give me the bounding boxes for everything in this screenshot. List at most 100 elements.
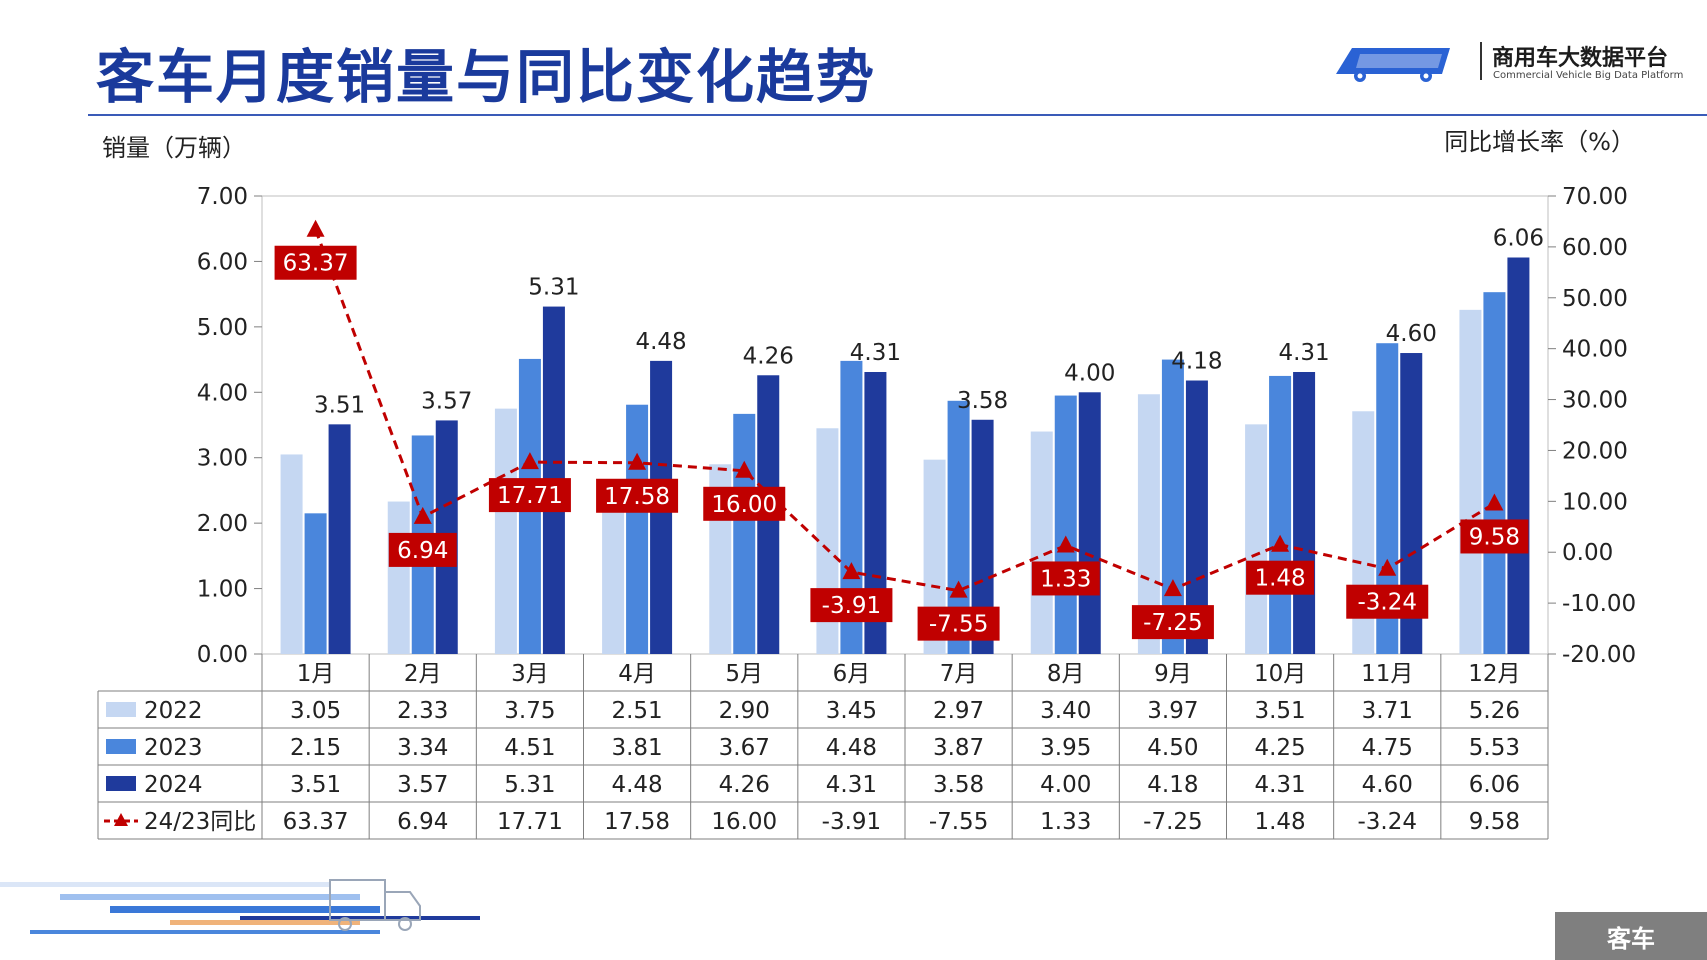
y2-tick-label: 70.00 bbox=[1562, 184, 1628, 210]
legend-label: 24/23同比 bbox=[144, 809, 256, 835]
table-cell: 2.15 bbox=[290, 735, 341, 761]
table-cell: 4.18 bbox=[1147, 772, 1198, 798]
yoy-marker bbox=[306, 219, 325, 237]
bar-value-label: 4.31 bbox=[1278, 340, 1329, 366]
table-header-cell: 9月 bbox=[1154, 661, 1192, 687]
bar-2023 bbox=[304, 513, 327, 654]
yoy-label-text: 1.48 bbox=[1254, 566, 1305, 592]
yoy-label-bg bbox=[274, 245, 357, 280]
bar-value-label: 4.00 bbox=[1064, 360, 1115, 386]
table-cell: 3.71 bbox=[1362, 698, 1413, 724]
bar-value-label: 4.48 bbox=[635, 329, 686, 355]
yoy-label-bg bbox=[1346, 584, 1429, 619]
yoy-label-box: 16.00 bbox=[703, 486, 786, 521]
table-cell: 5.53 bbox=[1469, 735, 1520, 761]
yoy-label-text: 1.33 bbox=[1040, 566, 1091, 592]
yoy-label-text: -3.24 bbox=[1357, 590, 1417, 616]
legend-swatch bbox=[106, 776, 136, 791]
table-header-cell: 6月 bbox=[833, 661, 871, 687]
table-cell: 63.37 bbox=[283, 809, 349, 835]
bar-2024 bbox=[328, 424, 351, 654]
legend-swatch bbox=[106, 702, 136, 717]
yoy-label-box: -3.24 bbox=[1346, 584, 1429, 619]
legend-label: 2024 bbox=[144, 772, 203, 798]
table-cell: 3.97 bbox=[1147, 698, 1198, 724]
y-tick-label: 2.00 bbox=[197, 511, 248, 537]
title-divider bbox=[88, 114, 1707, 116]
table-cell: 3.45 bbox=[826, 698, 877, 724]
y-tick-label: 1.00 bbox=[197, 577, 248, 603]
bar-2023 bbox=[1269, 375, 1292, 654]
yoy-label-bg bbox=[1131, 605, 1214, 640]
bar-2022 bbox=[1459, 309, 1482, 654]
table-cell: 1.33 bbox=[1040, 809, 1091, 835]
bar-2023 bbox=[1161, 359, 1184, 654]
data-labels-group: 3.51 3.57 5.31 4.48 4.26 4.31 3.58 4.00 4.18 4.31… bbox=[274, 226, 1544, 641]
bar-value-label: 5.31 bbox=[528, 275, 579, 301]
legend-marker bbox=[114, 813, 128, 826]
y-tick-label: 7.00 bbox=[197, 184, 248, 210]
yoy-label-box: 17.71 bbox=[488, 478, 571, 513]
y2-tick-label: 40.00 bbox=[1562, 337, 1628, 363]
yoy-marker bbox=[735, 460, 754, 478]
bar-2024 bbox=[1293, 372, 1316, 654]
table-cell: 2.33 bbox=[397, 698, 448, 724]
yoy-line bbox=[314, 229, 1496, 593]
yoy-marker bbox=[1271, 534, 1290, 552]
table-cell: 4.51 bbox=[504, 735, 555, 761]
legend-label: 2023 bbox=[144, 735, 203, 761]
bar-2023 bbox=[1376, 343, 1399, 654]
table-header-cell: 7月 bbox=[940, 661, 978, 687]
yoy-label-box: 1.33 bbox=[1031, 561, 1100, 596]
yoy-marker bbox=[842, 562, 861, 580]
yoy-label-text: 17.71 bbox=[497, 483, 563, 509]
table-cell: 5.26 bbox=[1469, 698, 1520, 724]
bar-2024 bbox=[1507, 257, 1530, 654]
bar-value-label: 6.06 bbox=[1493, 226, 1544, 252]
brand-logo-icon bbox=[1336, 48, 1450, 82]
table-cell: 3.58 bbox=[933, 772, 984, 798]
table-cell: 4.48 bbox=[611, 772, 662, 798]
table-cell: 3.57 bbox=[397, 772, 448, 798]
yoy-label-bg bbox=[488, 478, 571, 513]
yoy-label-box: 1.48 bbox=[1246, 560, 1315, 595]
table-cell: 5.31 bbox=[504, 772, 555, 798]
table-cell: 4.75 bbox=[1362, 735, 1413, 761]
bar-2024 bbox=[971, 419, 994, 654]
y-tick-label: 4.00 bbox=[197, 380, 248, 406]
table-cell: 4.50 bbox=[1147, 735, 1198, 761]
table-cell: 4.31 bbox=[826, 772, 877, 798]
table-cell: 3.40 bbox=[1040, 698, 1091, 724]
category-tag: 客车 bbox=[1555, 912, 1707, 960]
y2-tick-label: 60.00 bbox=[1562, 235, 1628, 261]
table-cell: 3.75 bbox=[504, 698, 555, 724]
bar-2022 bbox=[1030, 431, 1053, 654]
table-cell: 6.94 bbox=[397, 809, 448, 835]
table-header-cell: 4月 bbox=[618, 661, 656, 687]
y-tick-label: 3.00 bbox=[197, 446, 248, 472]
brand-block: 商用车大数据平台 Commercial Vehicle Big Data Pla… bbox=[1330, 38, 1690, 88]
y-tick-label: 0.00 bbox=[197, 642, 248, 668]
y2-tick-label: 30.00 bbox=[1562, 388, 1628, 414]
y2-tick-label: 50.00 bbox=[1562, 286, 1628, 312]
table-cell: 9.58 bbox=[1469, 809, 1520, 835]
yoy-marker bbox=[520, 452, 539, 470]
table-cell: 4.60 bbox=[1362, 772, 1413, 798]
table-cell: -3.24 bbox=[1357, 809, 1417, 835]
yoy-marker bbox=[628, 452, 647, 470]
bar-2022 bbox=[280, 454, 303, 654]
yoy-label-box: 6.94 bbox=[388, 532, 457, 567]
table-cell: 3.05 bbox=[290, 698, 341, 724]
yoy-label-box: 63.37 bbox=[274, 245, 357, 280]
table-cell: -3.91 bbox=[822, 809, 882, 835]
bar-2022 bbox=[602, 489, 625, 654]
legend-label: 2022 bbox=[144, 698, 203, 724]
table-cell: 4.26 bbox=[719, 772, 770, 798]
brand-name: 商用车大数据平台 bbox=[1492, 46, 1669, 71]
sales-chart: 0.00 1.00 2.00 3.00 4.00 5.00 6.00 7.00 -20.00 -1… bbox=[97, 184, 1636, 840]
bar-2022 bbox=[387, 501, 410, 654]
table-cell: 6.06 bbox=[1469, 772, 1520, 798]
table-header-cell: 2月 bbox=[404, 661, 442, 687]
bar-2024 bbox=[1185, 380, 1208, 654]
y2-tick-label: 20.00 bbox=[1562, 438, 1628, 464]
